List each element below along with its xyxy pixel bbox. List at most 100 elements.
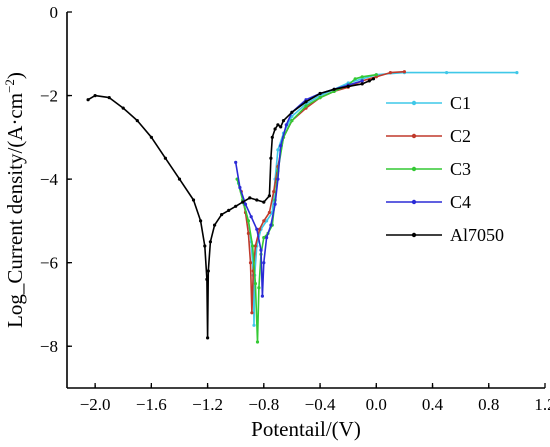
y-tick-label: −2 [40, 87, 58, 106]
legend-item-c1: C1 [386, 93, 471, 113]
data-point [332, 87, 336, 91]
data-point [346, 84, 350, 88]
data-point [93, 94, 97, 98]
data-point [213, 223, 217, 227]
data-point [360, 82, 364, 86]
data-point [251, 244, 255, 248]
data-point [107, 96, 111, 100]
x-tick-label: −0.4 [305, 395, 336, 414]
data-point [121, 106, 125, 110]
y-axis-title: Log_Current density/(A·cm−2) [2, 72, 27, 328]
data-point [269, 223, 273, 227]
data-point [238, 185, 242, 190]
data-point [203, 244, 207, 248]
data-point [206, 336, 210, 340]
data-point [234, 204, 238, 208]
plot-area [66, 12, 545, 389]
legend-item-c2: C2 [386, 126, 471, 146]
data-point [260, 294, 264, 298]
data-point [353, 77, 357, 81]
data-point [269, 156, 273, 160]
data-point [258, 227, 262, 231]
data-point [276, 177, 280, 181]
data-point [290, 119, 294, 123]
data-point [149, 135, 153, 139]
data-point [257, 286, 261, 290]
data-point [388, 71, 392, 75]
legend-label: C1 [450, 93, 471, 113]
data-point [284, 123, 288, 127]
data-point [205, 277, 209, 281]
data-point [279, 144, 283, 148]
series-line [87, 78, 374, 339]
data-point [252, 323, 256, 327]
data-point [246, 219, 250, 223]
series-c1 [236, 71, 519, 327]
data-point [259, 248, 263, 252]
data-point [249, 215, 253, 219]
data-point [273, 127, 277, 131]
y-axis-ticks: −8 −6 −4 −2 0 [40, 3, 72, 356]
data-point [318, 91, 322, 96]
legend-item-al7050: Al7050 [386, 225, 504, 245]
data-point [191, 198, 196, 202]
legend-label: Al7050 [450, 225, 504, 245]
legend-item-c3: C3 [386, 159, 471, 179]
data-point [199, 219, 203, 223]
data-point [248, 261, 253, 265]
data-point [262, 219, 266, 223]
series-line [236, 73, 377, 343]
data-point [304, 104, 308, 108]
data-point [267, 194, 271, 198]
x-tick-label: 0.8 [478, 395, 499, 414]
data-point [234, 160, 238, 164]
data-point [253, 244, 257, 248]
data-point [276, 123, 280, 127]
data-point [371, 77, 376, 81]
data-point [360, 75, 364, 79]
data-point [135, 119, 139, 123]
data-point [246, 231, 250, 235]
data-point [86, 98, 90, 102]
data-point [402, 70, 406, 74]
y-tick-label: −6 [40, 254, 58, 273]
series-c3 [235, 73, 378, 344]
data-point [279, 125, 283, 129]
data-point [262, 200, 266, 204]
x-tick-label: 0.0 [366, 395, 387, 414]
data-point [281, 119, 286, 123]
y-tick-label: −4 [40, 170, 59, 189]
series-lines [86, 70, 519, 344]
data-point [265, 236, 269, 240]
data-point [227, 208, 231, 212]
data-point [276, 148, 280, 152]
data-point [374, 73, 378, 77]
data-point [262, 261, 266, 265]
y-axis-title-superscript: −2 [2, 79, 17, 93]
x-tick-label: −1.6 [136, 395, 167, 414]
series-c2 [239, 70, 406, 315]
legend-label: C3 [450, 159, 471, 179]
series-line [237, 71, 517, 327]
data-point [177, 177, 182, 181]
data-point [206, 269, 210, 273]
x-tick-label: −2.0 [80, 395, 111, 414]
legend-swatch-marker [411, 199, 417, 205]
data-point [262, 236, 266, 240]
x-tick-label: −1.2 [192, 395, 223, 414]
data-point [255, 227, 259, 231]
legend-swatch-marker [411, 100, 417, 106]
series-al7050 [86, 77, 376, 340]
x-tick-label: 1.2 [534, 395, 550, 414]
data-point [255, 198, 259, 202]
y-tick-label: −8 [40, 337, 58, 356]
legend-label: C4 [450, 192, 471, 212]
legend-item-c4: C4 [386, 192, 471, 212]
series-line [240, 70, 405, 314]
data-point [273, 202, 277, 206]
data-point [290, 110, 294, 114]
data-point [265, 219, 269, 223]
y-axis-title-suffix: ) [3, 72, 27, 79]
data-point [367, 79, 371, 83]
data-point [220, 213, 224, 217]
